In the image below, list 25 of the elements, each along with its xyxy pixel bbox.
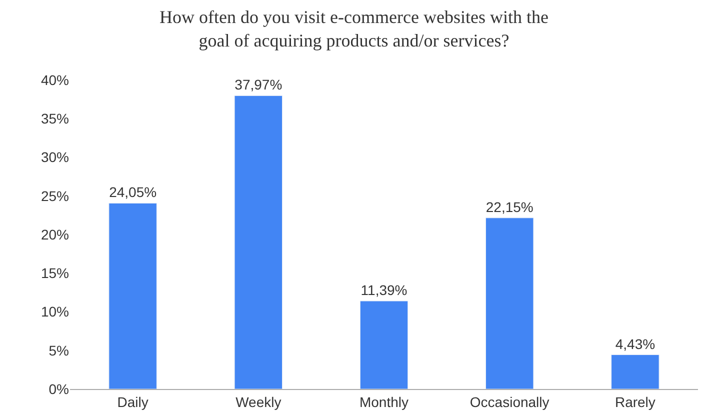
bar [611,354,660,389]
data-label: 37,97% [234,76,282,93]
y-tick-label: 35% [40,110,69,127]
y-tick-label: 30% [40,149,69,166]
y-tick-label: 40% [40,72,69,88]
bar [108,202,157,389]
x-tick-label: Occasionally [470,394,550,410]
bar [485,218,534,389]
chart-title: How often do you visit e-commerce websites with the goal of acquiring products and/or services? [160,7,548,50]
x-tick-label: Monthly [359,394,409,410]
data-label: 24,05% [109,184,157,200]
data-label: 22,15% [486,198,534,215]
bar [360,300,408,389]
bar [234,95,283,389]
data-label: 4,43% [615,336,656,352]
x-tick-label: Rarely [614,394,656,410]
y-tick-label: 15% [40,265,69,282]
x-tick-label: Daily [117,394,148,410]
y-tick-label: 5% [48,342,69,358]
x-tick-label: Weekly [236,394,282,410]
y-tick-label: 0% [48,380,69,397]
y-tick-label: 10% [40,304,69,320]
y-tick-label: 25% [40,188,69,204]
data-label: 11,39% [360,282,408,298]
y-tick-label: 20% [40,226,69,242]
